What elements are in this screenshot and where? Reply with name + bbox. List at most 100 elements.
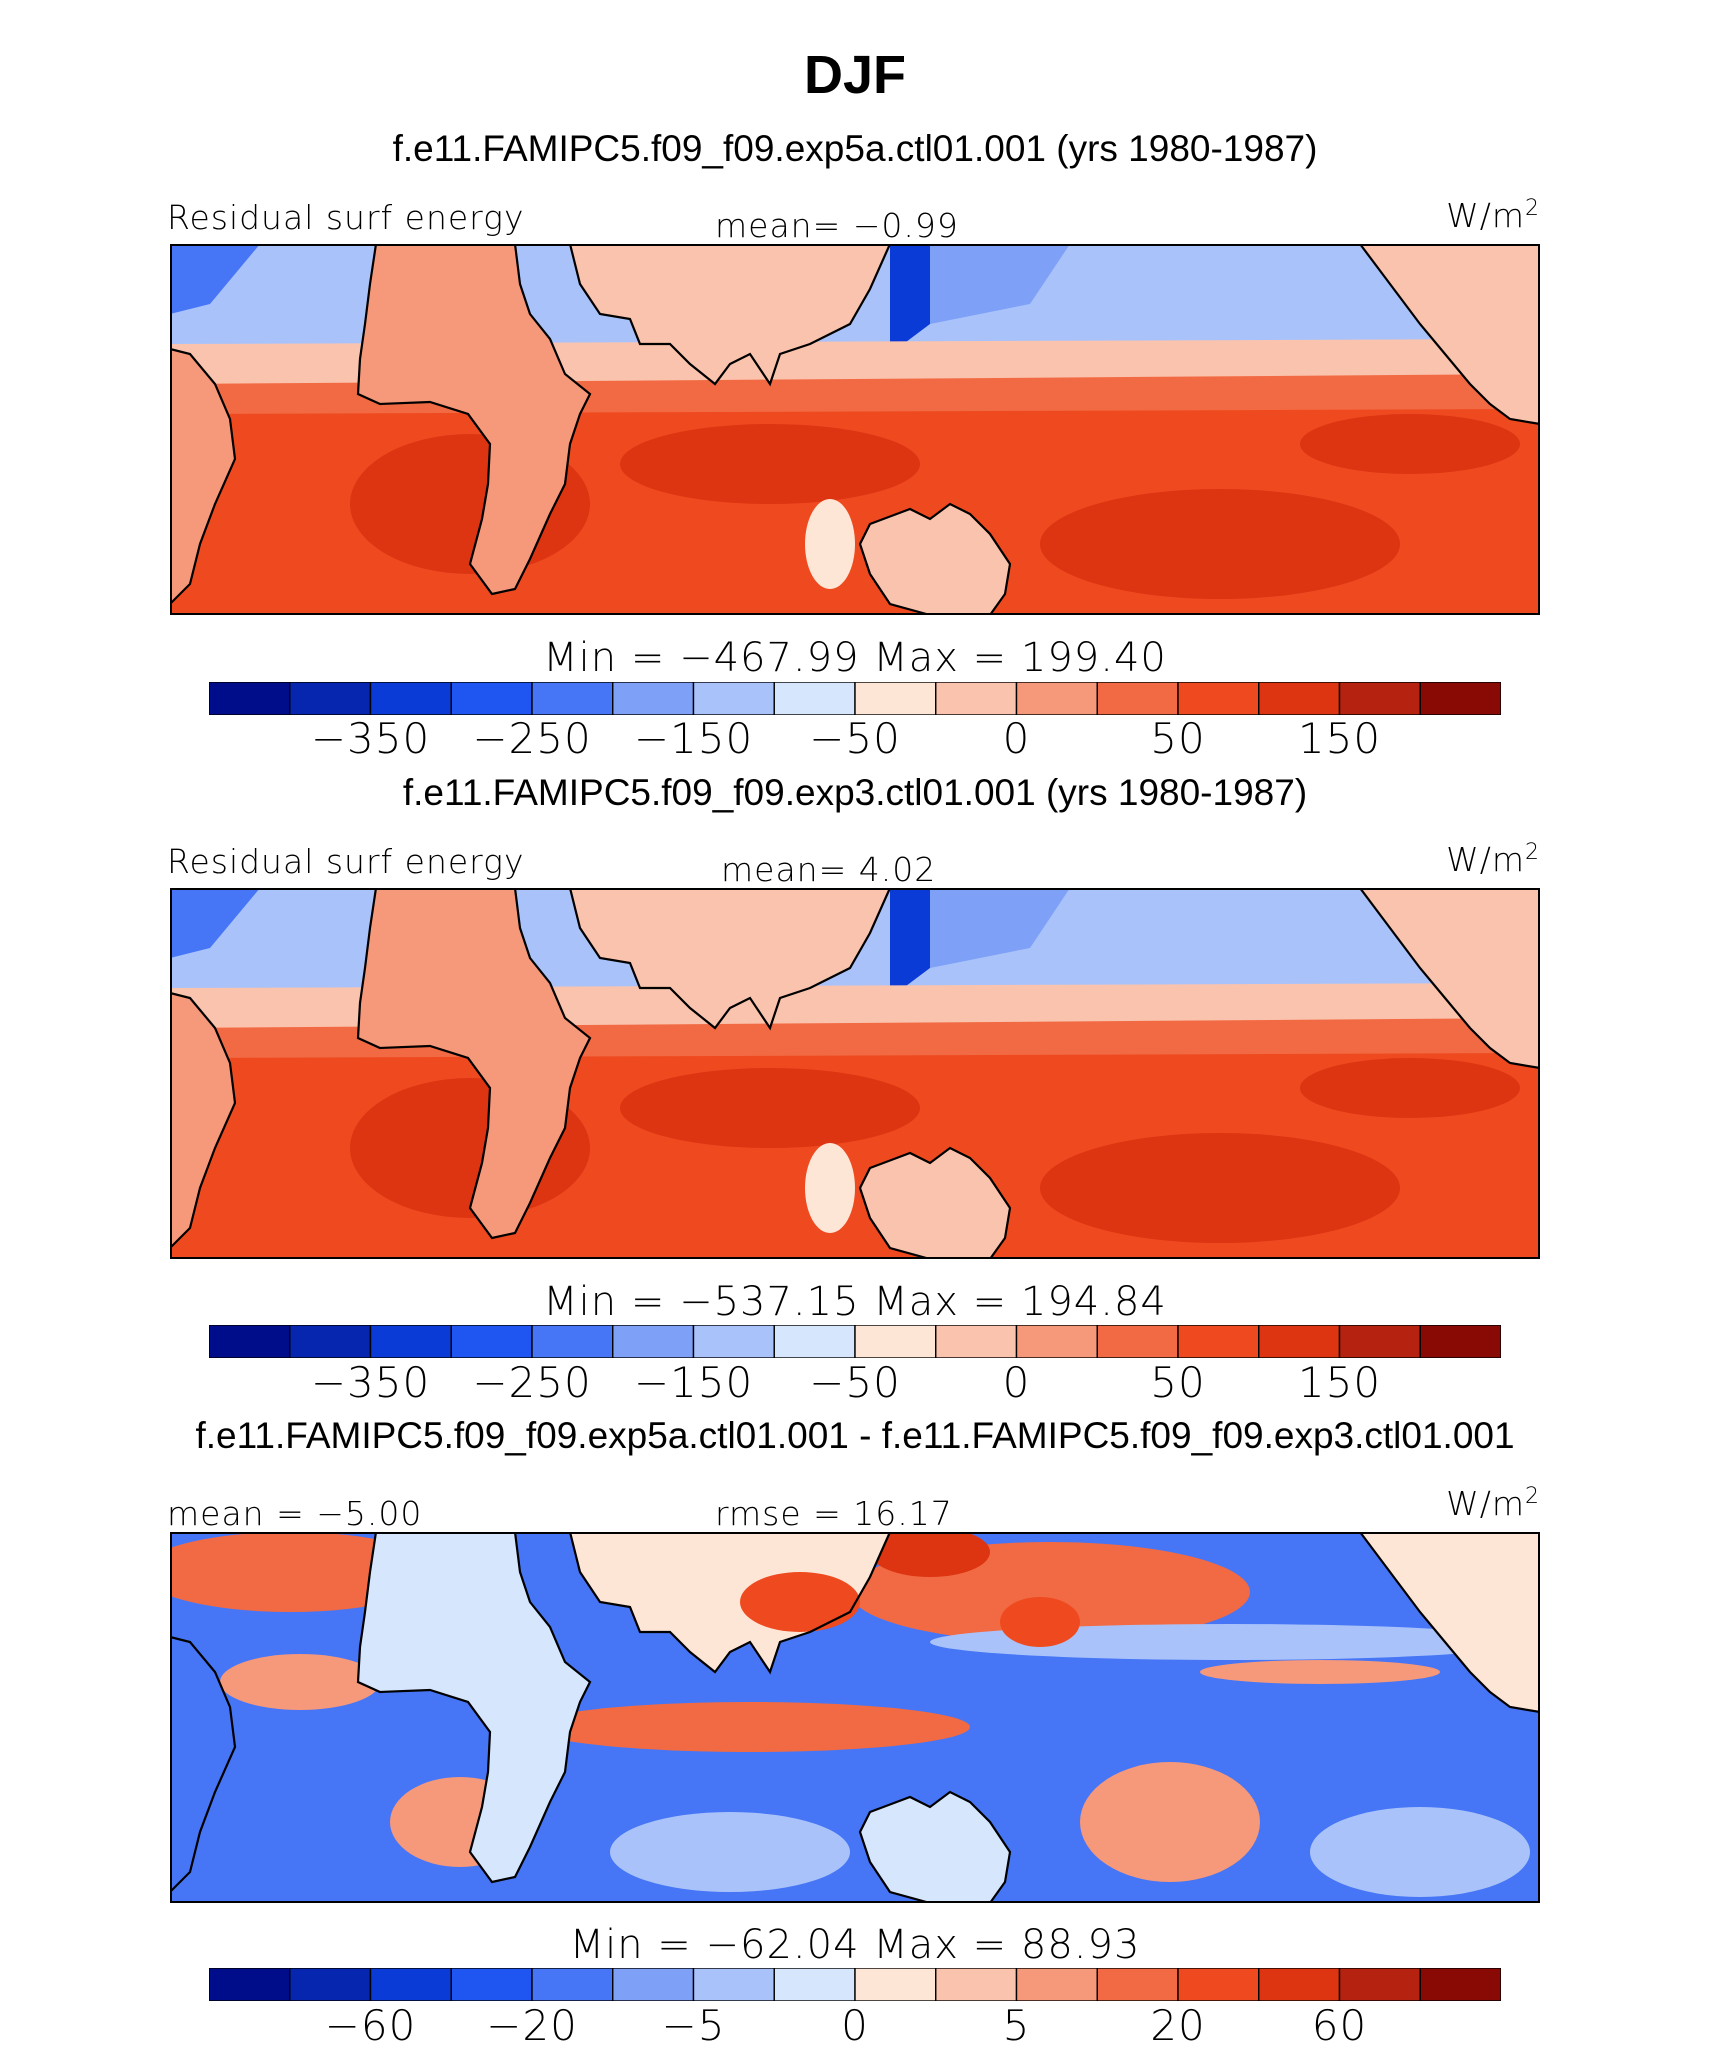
colorbar-box xyxy=(209,1325,291,1358)
map-frame xyxy=(170,888,1540,1259)
field-blob xyxy=(805,499,855,589)
colorbar-box xyxy=(1419,1968,1501,2001)
panel-1-map xyxy=(170,244,1540,615)
colorbar-box xyxy=(1258,1968,1341,2001)
coastline xyxy=(858,502,1012,615)
panel-2-unit-label: W/m2 xyxy=(1446,840,1540,879)
coastline xyxy=(858,1790,1012,1903)
colorbar-box xyxy=(773,1968,856,2001)
colorbar-box xyxy=(1177,1325,1260,1358)
field-blob xyxy=(740,1572,860,1632)
colorbar-box xyxy=(935,1968,1018,2001)
colorbar-tick-label: 0 xyxy=(1002,1358,1031,1407)
panel-3-rmse-label: rmse = 16.17 xyxy=(715,1494,953,1533)
colorbar-box xyxy=(1015,682,1098,715)
panel-2-minmax: Min = −537.15 Max = 194.84 xyxy=(543,1279,1167,1325)
panel-1-title: f.e11.FAMIPC5.f09_f09.exp5a.ctl01.001 (y… xyxy=(392,128,1318,169)
field-blob xyxy=(1300,1058,1520,1118)
field-blob xyxy=(620,424,920,504)
colorbar-box xyxy=(1258,682,1341,715)
coastline xyxy=(170,991,237,1250)
colorbar-box xyxy=(1338,1968,1421,2001)
land-fill xyxy=(1360,1532,1540,1712)
land-fill xyxy=(1360,888,1540,1068)
colorbar-box xyxy=(1338,682,1421,715)
colorbar-box xyxy=(1096,1968,1179,2001)
panel-1-mean-label: mean= −0.99 xyxy=(715,206,959,245)
colorbar-box xyxy=(450,682,533,715)
colorbar-tick-label: −250 xyxy=(472,714,592,763)
colorbar-tick-label: 50 xyxy=(1150,1358,1206,1407)
colorbar-tick-label: −20 xyxy=(486,2001,578,2050)
colorbar-box xyxy=(289,1325,372,1358)
panel-1-left-label: Residual surf energy xyxy=(167,198,525,237)
coastline xyxy=(170,347,237,606)
colorbar-box xyxy=(612,1325,695,1358)
colorbar-box xyxy=(1177,682,1260,715)
colorbar-box xyxy=(531,1968,614,2001)
colorbar-box xyxy=(369,1968,452,2001)
colorbar-box xyxy=(854,682,937,715)
panel-3-colorbar xyxy=(209,1968,1501,2001)
colorbar-tick-label: 60 xyxy=(1311,2001,1368,2050)
field-blob xyxy=(1000,1597,1080,1647)
colorbar-tick-label: 50 xyxy=(1150,714,1206,763)
land-fill xyxy=(358,888,590,1238)
land-fill xyxy=(860,1148,1010,1259)
colorbar-tick-label: 150 xyxy=(1297,1358,1382,1407)
colorbar-tick-label: 0 xyxy=(841,2001,869,2050)
colorbar-box xyxy=(450,1325,533,1358)
colorbar-tick-label: −5 xyxy=(661,2001,726,2050)
land-fill xyxy=(860,1792,1010,1903)
coastline xyxy=(170,1635,237,1894)
coastline xyxy=(1358,1532,1540,1714)
colorbar-box xyxy=(1419,1325,1501,1358)
panel-3-mean-label: mean = −5.00 xyxy=(167,1494,423,1533)
colorbar-tick-label: 150 xyxy=(1297,714,1382,763)
colorbar-tick-label: −150 xyxy=(633,714,754,763)
colorbar-box xyxy=(1338,1325,1421,1358)
coastline xyxy=(356,244,592,596)
coastline xyxy=(568,244,892,387)
field-blob xyxy=(1040,489,1400,599)
colorbar-box xyxy=(773,1325,856,1358)
panel-1-unit-label: W/m2 xyxy=(1446,196,1540,235)
colorbar-tick-label: 0 xyxy=(1002,714,1031,763)
colorbar-tick-label: 20 xyxy=(1150,2001,1206,2050)
field-band xyxy=(170,244,260,314)
colorbar-box xyxy=(612,1968,695,2001)
colorbar-box xyxy=(935,682,1018,715)
colorbar-box xyxy=(1096,1325,1179,1358)
colorbar-tick-label: −250 xyxy=(472,1358,592,1407)
panel-3-title: f.e11.FAMIPC5.f09_f09.exp5a.ctl01.001 - … xyxy=(195,1415,1515,1456)
colorbar-tick-label: −150 xyxy=(633,1358,754,1407)
land-fill xyxy=(570,1532,890,1672)
colorbar-box xyxy=(773,682,856,715)
panel-2-left-label: Residual surf energy xyxy=(167,842,525,881)
panel-2-title: f.e11.FAMIPC5.f09_f09.exp3.ctl01.001 (yr… xyxy=(402,772,1308,813)
land-fill xyxy=(860,504,1010,615)
main-title: DJF xyxy=(803,45,906,105)
colorbar-box xyxy=(531,682,614,715)
colorbar-box xyxy=(289,682,372,715)
land-fill xyxy=(570,244,890,384)
colorbar-box xyxy=(1015,1325,1098,1358)
field-blob xyxy=(930,1624,1530,1660)
field-blob xyxy=(1040,1133,1400,1243)
field-blob xyxy=(870,1532,990,1577)
colorbar-tick-label: −50 xyxy=(809,714,901,763)
colorbar-tick-label: 5 xyxy=(1002,2001,1031,2050)
colorbar-box xyxy=(1177,1968,1260,2001)
land-fill xyxy=(170,993,235,1248)
land-fill xyxy=(358,244,590,594)
colorbar-box xyxy=(450,1968,533,2001)
colorbar-box xyxy=(935,1325,1018,1358)
panel-2-mean-label: mean= 4.02 xyxy=(721,850,937,889)
land-fill xyxy=(570,888,890,1028)
field-blob xyxy=(610,1812,850,1892)
colorbar-box xyxy=(1419,682,1501,715)
colorbar-box xyxy=(369,682,452,715)
field-blob xyxy=(1200,1660,1440,1684)
panel-3-map xyxy=(170,1532,1540,1903)
coastline xyxy=(1358,244,1540,426)
